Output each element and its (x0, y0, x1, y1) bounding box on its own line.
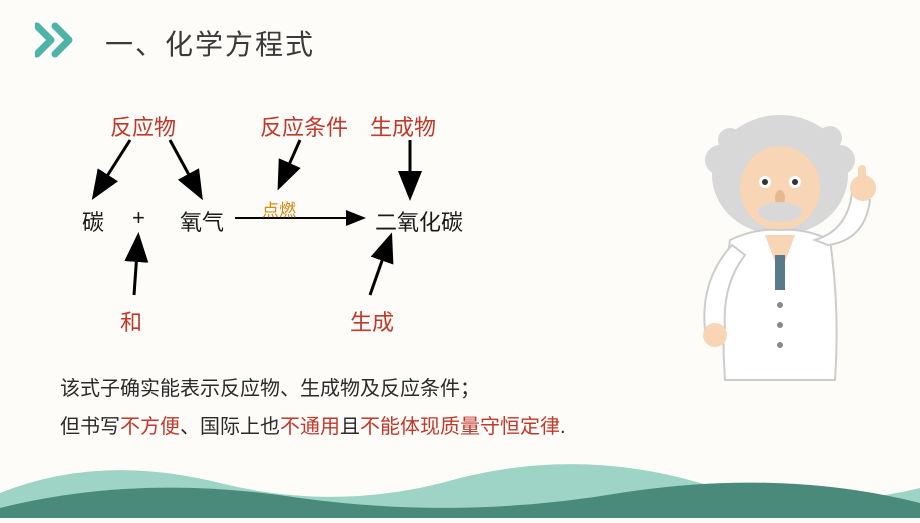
diagram-arrows (70, 110, 590, 340)
explanation-text: 该式子确实能表示反应物、生成物及反应条件； 但书写不方便、国际上也不通用且不能体… (60, 370, 566, 446)
eq-oxygen: 氧气 (180, 205, 224, 237)
section-title: 一、化学方程式 (105, 23, 315, 63)
eq-plus: + (132, 205, 145, 231)
eq-co2: 二氧化碳 (375, 205, 463, 237)
scientist-figure (670, 110, 890, 390)
decorative-hills (0, 438, 920, 518)
header: 一、化学方程式 (35, 22, 315, 63)
label-product: 生成物 (370, 110, 436, 142)
chevron-right-icon (35, 22, 87, 63)
label-condition: 反应条件 (260, 110, 348, 142)
eq-carbon: 碳 (82, 205, 104, 237)
label-reactant: 反应物 (110, 110, 176, 142)
label-and: 和 (120, 305, 142, 337)
eq-ignite: 点燃 (262, 196, 296, 221)
label-generate: 生成 (350, 305, 394, 337)
body-line-1: 该式子确实能表示反应物、生成物及反应条件； (60, 370, 566, 408)
reaction-diagram: 反应物 反应条件生成物碳 + 氧气 点燃 二氧化碳和 生成 (70, 110, 590, 340)
